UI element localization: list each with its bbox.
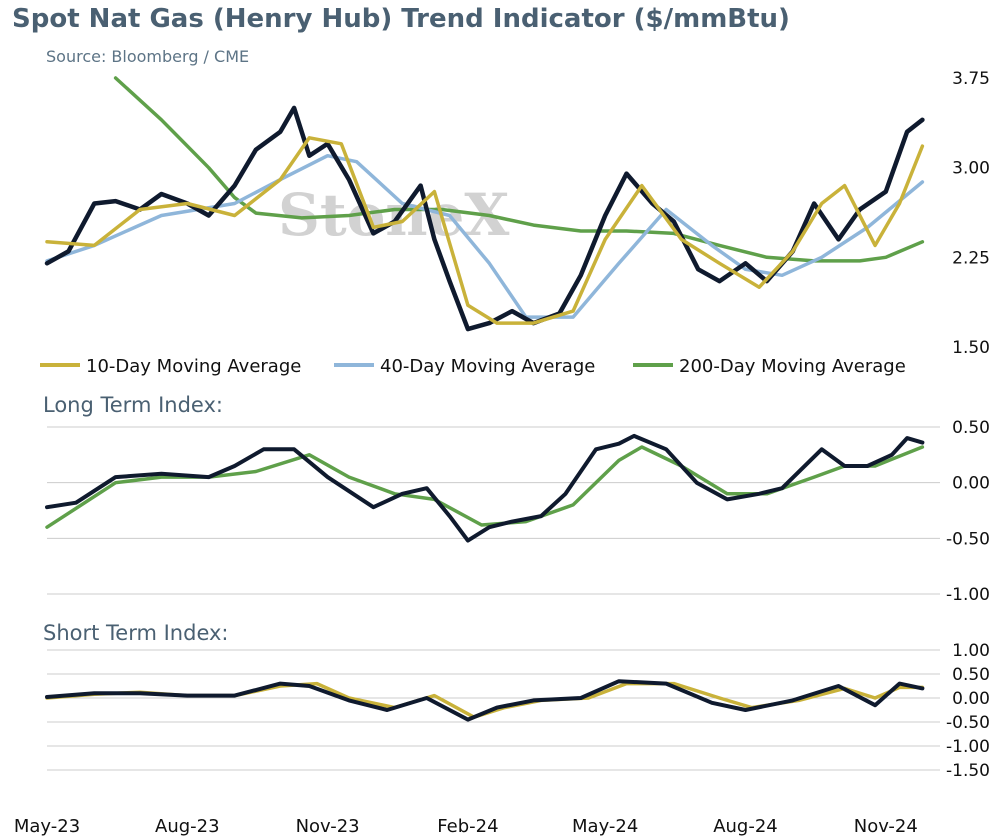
y-tick-label: 3.00 xyxy=(952,159,990,179)
x-tick-label: Aug-23 xyxy=(155,816,220,837)
y-tick-label: 0.00 xyxy=(952,474,990,494)
series-line-long_secondary xyxy=(45,445,925,529)
y-tick-label: 1.50 xyxy=(952,338,990,358)
chart-source: Source: Bloomberg / CME xyxy=(46,47,250,66)
series-line-long_primary xyxy=(45,433,925,543)
short-term-index-title: Short Term Index: xyxy=(43,621,229,645)
y-tick-label: -1.00 xyxy=(946,737,990,757)
y-tick-label: -0.50 xyxy=(946,713,990,733)
watermark-text: StoneX xyxy=(278,181,509,249)
legend-label: 40-Day Moving Average xyxy=(380,356,595,377)
y-tick-label: 0.50 xyxy=(952,418,990,438)
long-term-index-title: Long Term Index: xyxy=(43,393,223,417)
x-tick-label: Nov-24 xyxy=(854,816,918,837)
y-tick-label: 1.00 xyxy=(952,641,990,661)
y-tick-label: -1.50 xyxy=(946,761,990,781)
y-tick-label: -0.50 xyxy=(946,529,990,549)
y-tick-label: 3.75 xyxy=(952,69,990,89)
x-tick-label: May-23 xyxy=(14,816,80,837)
y-tick-label: 0.00 xyxy=(952,689,990,709)
chart-title: Spot Nat Gas (Henry Hub) Trend Indicator… xyxy=(12,4,790,34)
y-tick-label: 2.25 xyxy=(952,248,990,268)
x-tick-label: Nov-23 xyxy=(296,816,360,837)
legend-label: 10-Day Moving Average xyxy=(86,356,301,377)
x-tick-label: Aug-24 xyxy=(713,816,778,837)
x-tick-label: May-24 xyxy=(572,816,638,837)
series-line-ma40 xyxy=(45,153,925,319)
legend-label: 200-Day Moving Average xyxy=(679,356,906,377)
x-tick-label: Feb-24 xyxy=(437,816,498,837)
series-line-short_primary xyxy=(45,679,925,722)
y-tick-label: -1.00 xyxy=(946,585,990,605)
y-tick-label: 0.50 xyxy=(952,665,990,685)
series-line-ma10 xyxy=(45,136,925,325)
